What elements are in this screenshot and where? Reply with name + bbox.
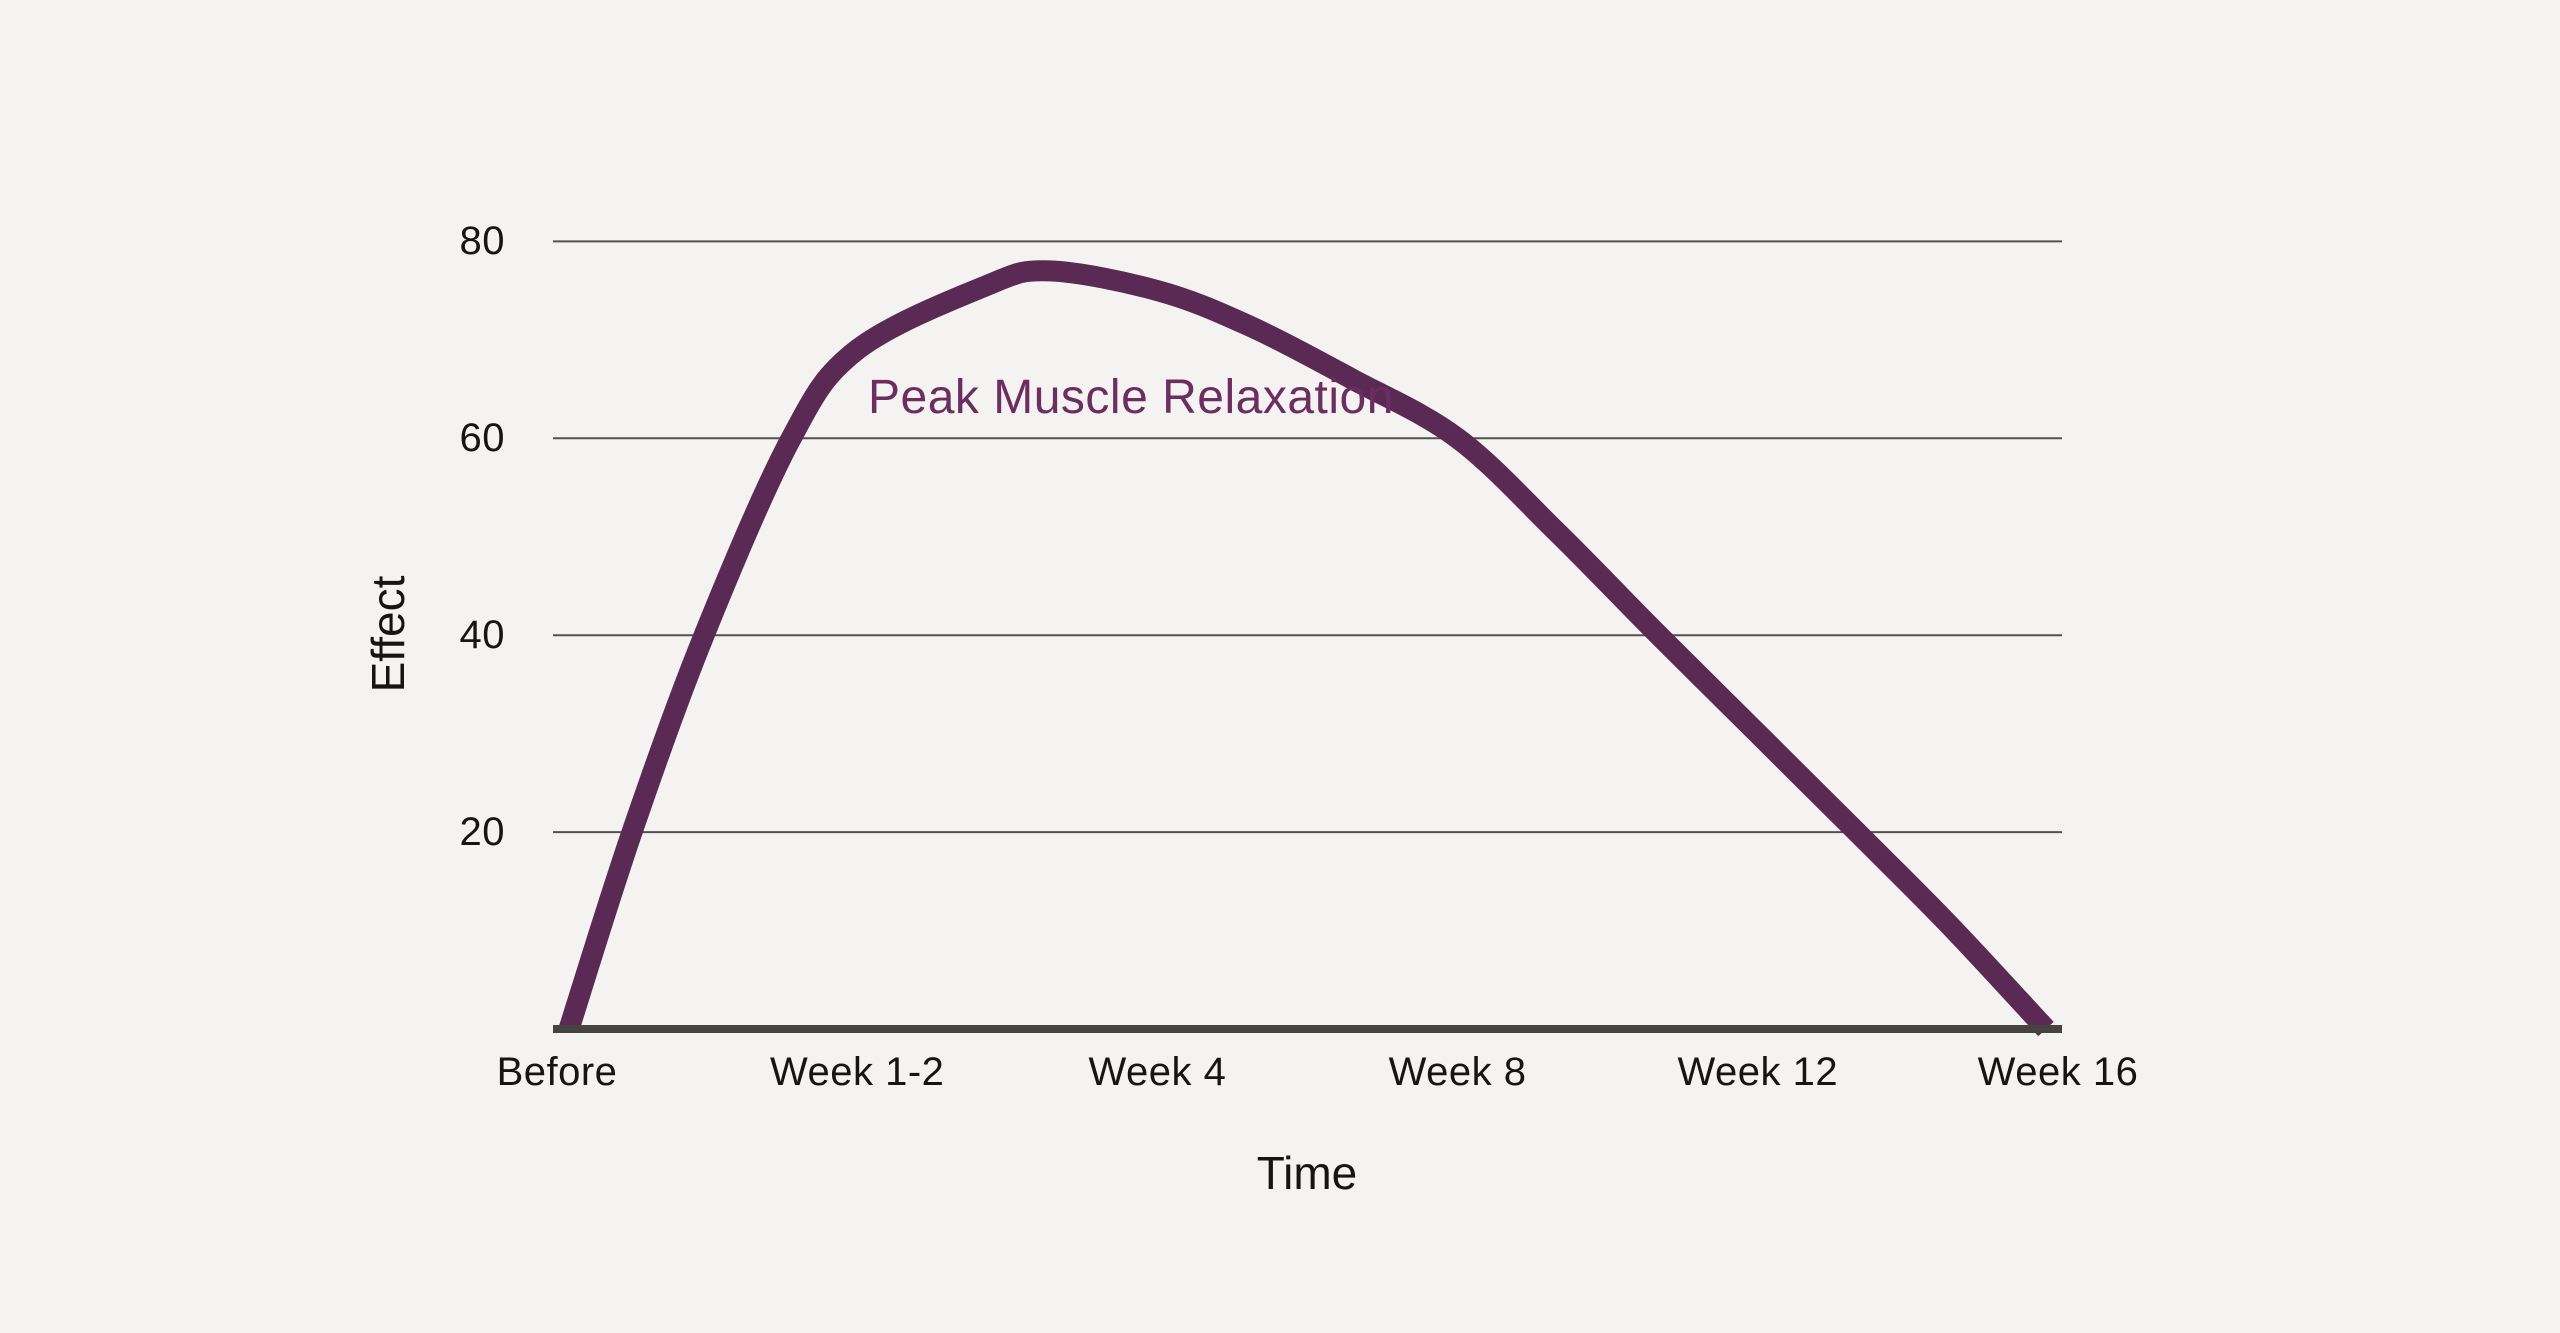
x-tick-label-week-16: Week 16 bbox=[1977, 1050, 2139, 1094]
peak-annotation-label: Peak Muscle Relaxation bbox=[868, 371, 1394, 424]
x-tick-label-week-8: Week 8 bbox=[1388, 1050, 1527, 1094]
x-tick-label-before: Before bbox=[496, 1050, 618, 1094]
horizontal-gridlines bbox=[553, 240, 2062, 834]
x-axis-title: Time bbox=[1256, 1147, 1358, 1199]
x-axis-line bbox=[553, 1025, 2062, 1033]
y-tick-label-80: 80 bbox=[459, 219, 505, 264]
effect-curve-line bbox=[558, 260, 2054, 1037]
y-axis-title: Effect bbox=[362, 575, 414, 693]
y-tick-label-40: 40 bbox=[459, 613, 505, 658]
x-tick-label-week-1-2: Week 1-2 bbox=[769, 1050, 945, 1094]
y-tick-label-20: 20 bbox=[459, 810, 505, 855]
x-tick-label-week-4: Week 4 bbox=[1088, 1050, 1227, 1094]
x-tick-label-week-12: Week 12 bbox=[1677, 1050, 1839, 1094]
y-tick-label-60: 60 bbox=[459, 416, 505, 461]
